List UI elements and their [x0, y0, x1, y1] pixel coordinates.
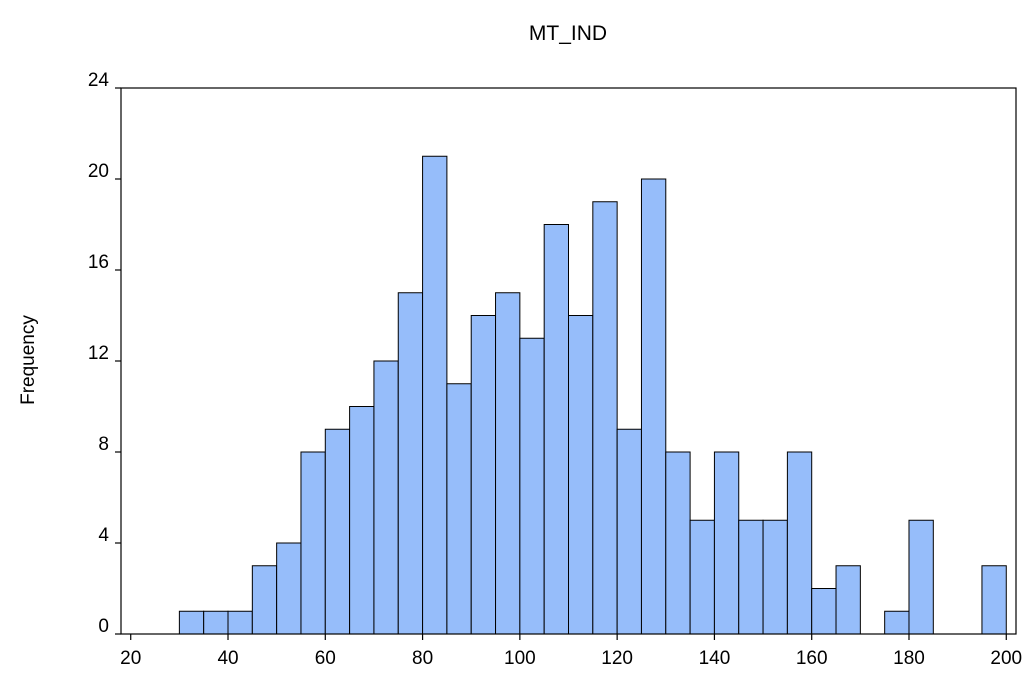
- histogram-bar: [738, 519, 764, 635]
- x-tick-label: 120: [601, 648, 633, 669]
- histogram-bar: [689, 519, 715, 635]
- x-axis-ticks: 20 40 60 80 100 120 140 160 180 200: [120, 634, 1022, 669]
- histogram-bar: [300, 451, 326, 635]
- x-tick-label: 80: [412, 648, 433, 669]
- histogram-bar: [981, 565, 1007, 635]
- histogram-bar: [227, 610, 253, 635]
- y-tick-label: 4: [98, 525, 109, 546]
- x-tick-label: 100: [504, 648, 536, 669]
- histogram-bar: [713, 451, 740, 635]
- x-tick-label: 160: [796, 648, 828, 669]
- x-tick-label: 140: [699, 648, 731, 669]
- y-tick-label: 8: [98, 434, 109, 455]
- histogram-bar: [324, 428, 351, 635]
- histogram-bar: [543, 224, 569, 635]
- histogram-bar: [349, 406, 375, 635]
- histogram-bar: [422, 155, 448, 635]
- x-tick-label: 180: [893, 648, 925, 669]
- histogram-bar: [203, 610, 229, 635]
- histogram-bar: [592, 201, 618, 635]
- x-tick-label: 20: [120, 648, 141, 669]
- x-tick-label: 60: [315, 648, 336, 669]
- y-tick-label: 0: [98, 616, 109, 637]
- y-axis-label: Frequency: [18, 315, 39, 405]
- histogram-bar: [811, 588, 837, 635]
- y-tick-label: 24: [88, 70, 110, 91]
- histogram-bar: [495, 292, 521, 635]
- y-tick-label: 16: [88, 252, 109, 273]
- histogram-bar: [908, 519, 934, 635]
- histogram-bar: [397, 292, 424, 635]
- y-tick-label: 12: [88, 343, 109, 364]
- histogram-bar: [470, 315, 497, 635]
- histogram-bar: [616, 428, 642, 635]
- x-tick-label: 40: [217, 648, 238, 669]
- bars-group: [178, 155, 1007, 635]
- histogram-bar: [835, 565, 861, 635]
- histogram-bar: [519, 337, 545, 635]
- x-tick-label: 200: [990, 648, 1022, 669]
- histogram-bar: [786, 451, 813, 635]
- histogram-bar: [276, 542, 302, 635]
- y-tick-label: 20: [88, 161, 109, 182]
- histogram-bar: [373, 360, 399, 635]
- histogram-bar: [762, 519, 788, 635]
- histogram-bar: [178, 610, 205, 635]
- histogram-bar: [446, 383, 472, 635]
- histogram-bar: [251, 565, 278, 635]
- histogram-bar: [640, 178, 667, 635]
- chart-title: MT_IND: [529, 22, 607, 45]
- y-axis-ticks: 0 4 8 12 16 20 24: [88, 70, 121, 637]
- histogram-bar: [884, 610, 910, 635]
- histogram-bar: [568, 315, 594, 635]
- histogram-bar: [665, 451, 691, 635]
